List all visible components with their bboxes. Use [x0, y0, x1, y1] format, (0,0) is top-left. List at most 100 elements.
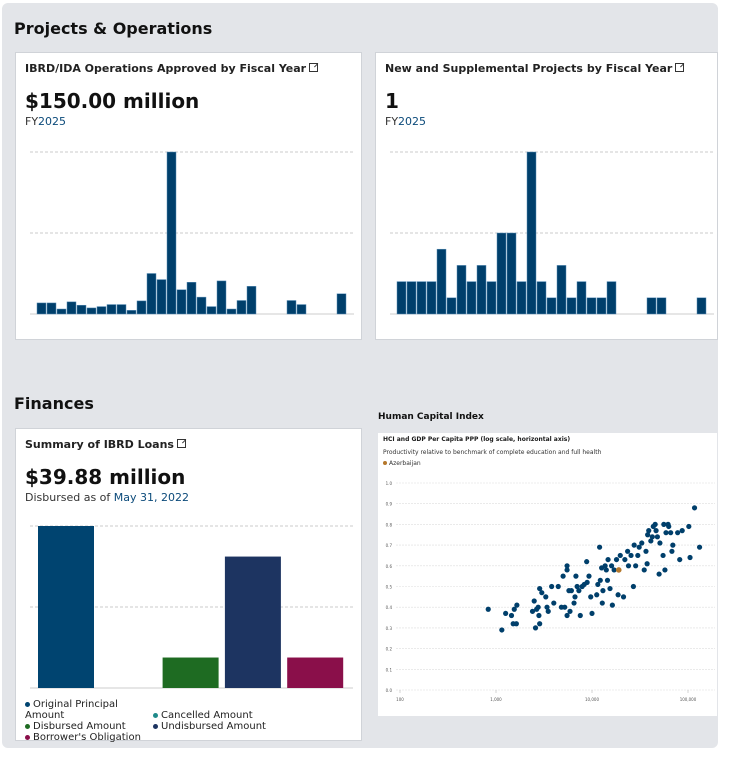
disbursed-date: May 31, 2022 [113, 491, 190, 504]
legend-dot-icon [153, 723, 158, 729]
bar [196, 296, 207, 315]
bar [296, 304, 307, 315]
bar-borrower-s-obligation [287, 657, 344, 688]
scatter-point [571, 600, 577, 606]
bar [56, 308, 67, 315]
scatter-point [539, 590, 545, 596]
y-tick-label: 0.6 [386, 564, 393, 569]
scatter-point [654, 534, 660, 540]
legend-dot-icon [153, 712, 158, 718]
legend-item[interactable]: Borrower's Obligation [25, 732, 141, 743]
bar [446, 297, 457, 315]
new-projects-bar-chart [390, 151, 714, 315]
bar [176, 289, 187, 315]
bar [696, 297, 707, 315]
scatter-point [584, 579, 590, 585]
operations-card-title-link[interactable]: IBRD/IDA Operations Approved by Fiscal Y… [25, 62, 319, 75]
scatter-point [657, 540, 663, 546]
scatter-point [696, 544, 703, 550]
scatter-point [641, 567, 647, 573]
legend-item[interactable]: Undisbursed Amount [153, 721, 266, 732]
scatter-point [555, 583, 561, 590]
scatter-point [599, 600, 605, 606]
disbursed-date-line: Disbursed as of May 31, 2022 [25, 491, 189, 504]
scatter-point [567, 608, 573, 614]
legend-label: Disbursed Amount [33, 721, 126, 732]
bar [216, 280, 227, 315]
scatter-point [605, 556, 611, 563]
bar [166, 151, 177, 315]
bar [476, 265, 487, 315]
bar [546, 297, 557, 315]
bar [226, 308, 237, 315]
scatter-point [608, 563, 615, 569]
ibrd-loans-legend: Original Principal Amount Cancelled Amoun… [25, 699, 365, 743]
y-tick-label: 1.0 [386, 481, 393, 486]
fy-value: 2025 [38, 115, 67, 128]
scatter-point [660, 552, 666, 559]
scatter-point [611, 567, 617, 573]
scatter-point [645, 532, 651, 538]
bar [236, 300, 247, 315]
legend-item[interactable]: Cancelled Amount [153, 710, 253, 721]
bar [126, 310, 137, 315]
legend-item[interactable]: Disbursed Amount [25, 721, 153, 732]
legend-item[interactable]: Original Principal Amount [25, 699, 153, 721]
y-tick-label: 0.5 [386, 585, 393, 590]
scatter-point [675, 530, 681, 536]
bar [206, 306, 217, 315]
scatter-point [652, 521, 658, 527]
hci-legend-item[interactable]: Azerbaijan [383, 460, 421, 467]
bar [136, 300, 147, 315]
scatter-point [514, 602, 520, 608]
y-tick-label: 0.9 [386, 502, 393, 507]
scatter-point [529, 608, 536, 614]
scatter-point [609, 602, 615, 608]
scatter-point [625, 548, 631, 554]
ibrd-loans-title-link[interactable]: Summary of IBRD Loans [25, 438, 186, 451]
bar [506, 232, 517, 315]
scatter-point [573, 573, 579, 579]
bar-original-principal-amount [38, 526, 94, 688]
legend-dot-icon [25, 701, 30, 707]
scatter-point [628, 552, 634, 559]
scatter-point [656, 571, 662, 577]
scatter-point [691, 505, 698, 511]
scatter-point [508, 612, 515, 619]
scatter-point [668, 530, 674, 536]
new-projects-card: New and Supplemental Projects by Fiscal … [375, 52, 718, 340]
new-projects-title-link[interactable]: New and Supplemental Projects by Fiscal … [385, 62, 685, 75]
bar [416, 281, 427, 315]
scatter-point [646, 528, 652, 534]
finances-section-title: Finances [14, 394, 94, 413]
scatter-point [503, 610, 509, 617]
scatter-point [677, 556, 683, 563]
scatter-point [589, 610, 595, 617]
bar [406, 281, 417, 315]
x-tick-label: 10,000 [585, 697, 599, 702]
scatter-point [604, 577, 611, 583]
scatter-point [574, 583, 580, 590]
scatter-point [631, 542, 637, 548]
hci-chart-subtitle: Productivity relative to benchmark of co… [383, 449, 602, 456]
new-projects-card-title: New and Supplemental Projects by Fiscal … [385, 62, 673, 75]
scatter-point [644, 561, 650, 567]
bar [106, 304, 117, 315]
scatter-point [531, 598, 537, 604]
legend-label: Borrower's Obligation [33, 732, 141, 743]
scatter-point [607, 585, 613, 592]
disbursed-value: $39.88 million [25, 465, 186, 489]
operations-card-title: IBRD/IDA Operations Approved by Fiscal Y… [25, 62, 307, 75]
bar [116, 304, 127, 315]
y-tick-label: 0.7 [386, 543, 393, 548]
scatter-point [639, 540, 645, 546]
bar [456, 265, 467, 315]
bar [606, 281, 617, 315]
hci-legend-label: Azerbaijan [389, 460, 421, 467]
bar [36, 302, 47, 315]
scatter-point [662, 567, 668, 573]
scatter-point [485, 606, 491, 612]
bar-undisbursed-amount [224, 556, 281, 688]
bar [516, 281, 527, 315]
ibrd-loans-card-title: Summary of IBRD Loans [25, 438, 174, 451]
